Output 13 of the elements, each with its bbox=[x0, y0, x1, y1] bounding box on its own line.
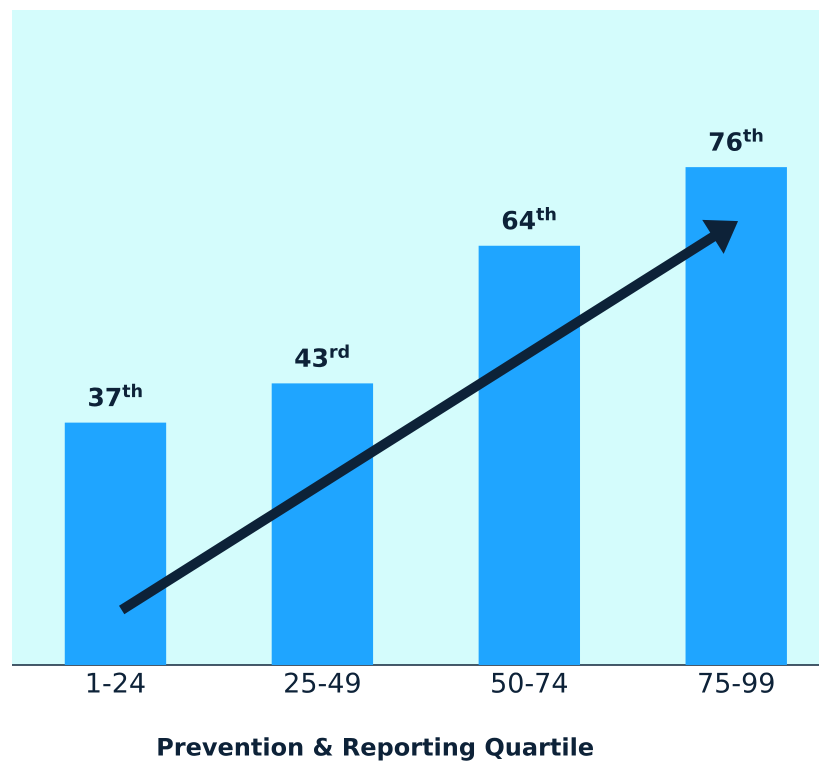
x-tick-label: 1-24 bbox=[88, 672, 145, 693]
x-axis-title: Prevention & Reporting Quartile bbox=[158, 737, 593, 761]
data-label: 64$^{th}$ bbox=[502, 206, 556, 230]
bar bbox=[478, 246, 580, 665]
x-tick-label: 50-74 bbox=[492, 672, 568, 693]
data-label: 37$^{th}$ bbox=[89, 384, 142, 406]
bar bbox=[272, 383, 374, 665]
data-label: 43$^{rd}$ bbox=[295, 344, 349, 368]
x-tick-label: 25-49 bbox=[285, 672, 360, 693]
bar bbox=[64, 422, 166, 665]
data-label: 76$^{th}$ bbox=[710, 128, 762, 151]
x-tick-label: 75-99 bbox=[699, 672, 774, 693]
bar bbox=[686, 167, 787, 665]
